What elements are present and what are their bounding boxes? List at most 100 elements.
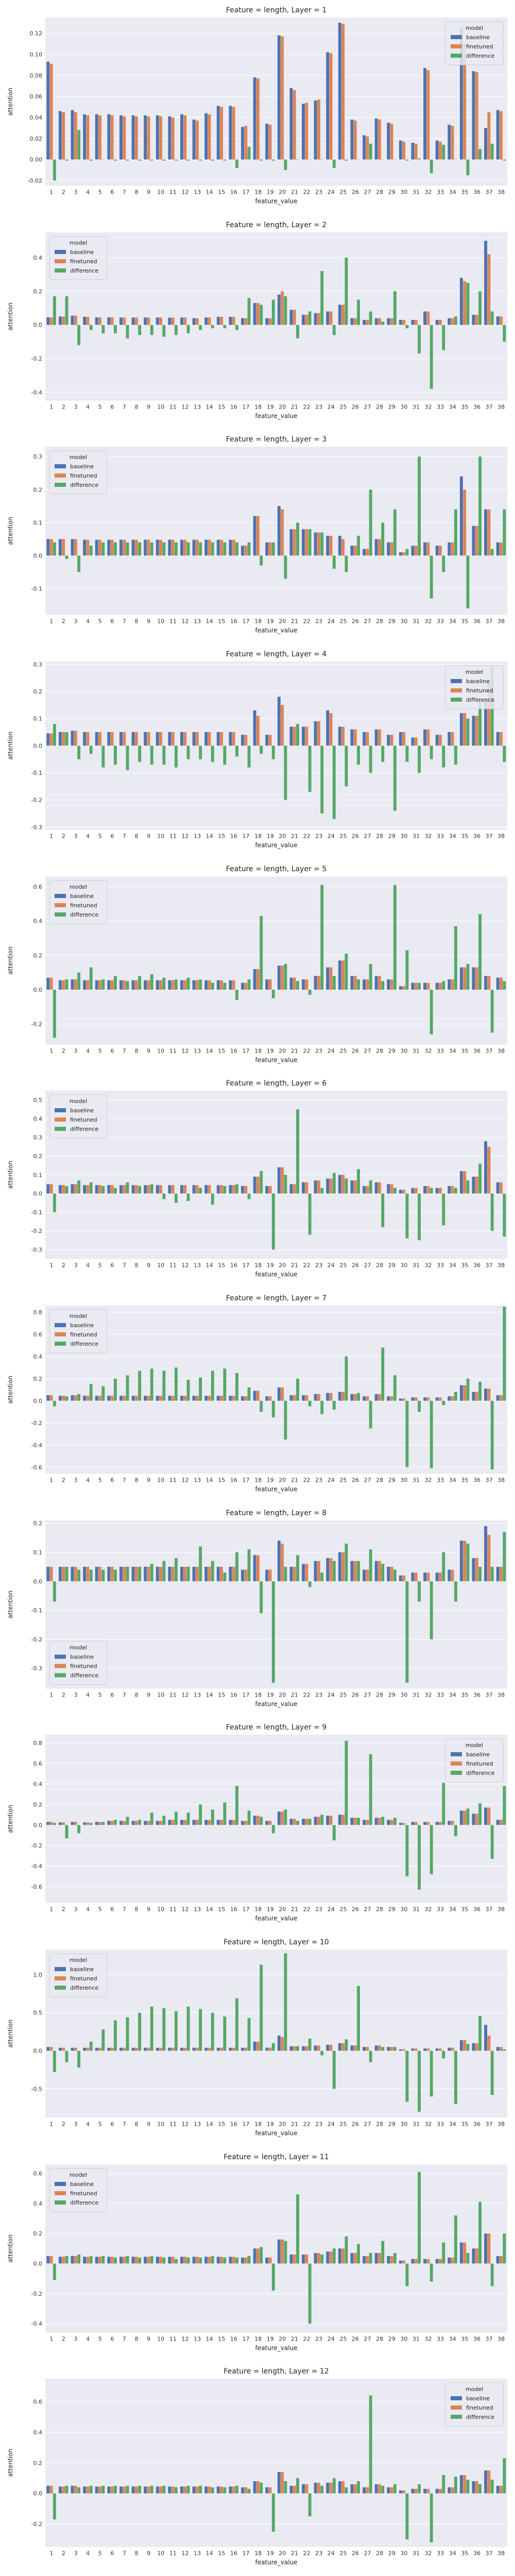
x-tick-label: 28 [376,189,383,196]
bar-finetuned-34 [451,126,454,160]
x-tick-label: 35 [461,2121,468,2128]
bar-finetuned-38 [500,1395,503,1401]
bar-difference-26 [357,745,360,765]
bar-baseline-27 [363,2256,366,2264]
bar-finetuned-24 [329,2483,333,2494]
bar-finetuned-14 [208,1396,211,1401]
bar-difference-1 [53,296,56,325]
x-tick-label: 32 [425,833,432,840]
x-tick-label: 15 [218,2550,225,2557]
bar-finetuned-20 [281,510,284,556]
bar-finetuned-14 [208,1185,211,1194]
x-tick-label: 5 [98,618,102,625]
bar-difference-6 [113,2020,117,2051]
x-tick-label: 13 [194,2335,201,2342]
x-tick-label: 35 [461,1906,468,1913]
legend-label-difference: difference [70,911,98,918]
bar-finetuned-37 [487,1534,491,1581]
x-tick-label: 34 [449,2550,456,2557]
bar-difference-22 [308,311,312,325]
x-tick-label: 37 [486,403,493,410]
bar-baseline-35 [459,1385,463,1401]
x-tick-label: 22 [303,403,311,410]
legend-swatch-baseline [55,1654,66,1659]
x-tick-label: 30 [400,2121,407,2128]
bar-baseline-32 [423,1397,427,1401]
x-tick-label: 36 [473,2121,480,2128]
bar-finetuned-22 [305,529,308,556]
x-tick-label: 27 [364,403,371,410]
chart-layer-9: -0.6-0.4-0.20.00.20.40.60.81 2 3 4 5 6 7 8 9 10 11… [7,1723,507,1922]
x-tick-label: 24 [328,189,335,196]
x-tick-label: 6 [110,1691,114,1698]
bar-finetuned-9 [147,2486,150,2494]
x-tick-label: 25 [339,618,347,625]
bar-finetuned-38 [500,1566,503,1581]
bar-difference-30 [405,325,409,328]
bar-baseline-20 [277,2036,281,2051]
bar-finetuned-6 [110,2486,114,2494]
bar-difference-36 [478,2484,482,2494]
chart-title: Feature = length, Layer = 12 [224,2367,329,2376]
x-tick-label: 33 [437,1906,444,1913]
y-tick-label: -0.1 [31,770,42,776]
bar-difference-27 [369,2050,372,2062]
x-tick-label: 19 [267,2550,274,2557]
bar-baseline-9 [144,115,147,160]
bar-difference-34 [454,745,457,765]
bar-difference-8 [138,1820,142,1825]
x-tick-label: 25 [339,1477,347,1484]
x-tick-label: 35 [461,618,468,625]
bar-difference-25 [345,159,348,161]
bar-baseline-4 [83,316,87,325]
bar-baseline-31 [411,2489,415,2494]
x-axis-label: feature_value [255,412,297,419]
bar-baseline-9 [144,1566,147,1581]
x-tick-label: 8 [135,2335,139,2342]
y-tick-label: -0.2 [31,797,42,804]
bar-difference-9 [150,745,153,765]
bar-baseline-12 [180,2486,183,2494]
x-tick-label: 16 [230,2121,237,2128]
bar-finetuned-31 [414,2048,418,2051]
bar-baseline-19 [265,2047,269,2051]
bar-baseline-7 [119,2257,123,2264]
bar-finetuned-14 [208,1820,211,1825]
bar-finetuned-10 [159,1185,162,1194]
bar-baseline-21 [289,1566,293,1581]
bar-baseline-14 [204,1396,208,1401]
y-tick-label: 0.2 [33,952,42,959]
bar-finetuned-31 [414,1188,418,1194]
x-tick-label: 12 [181,618,188,625]
bar-baseline-21 [289,1184,293,1194]
bar-baseline-33 [435,319,439,325]
x-tick-label: 15 [218,1477,225,1484]
x-tick-label: 19 [267,2335,274,2342]
bar-finetuned-3 [74,2486,77,2494]
bar-baseline-20 [277,2239,281,2264]
x-tick-label: 6 [110,833,114,840]
bar-finetuned-38 [500,2486,503,2494]
x-tick-label: 10 [157,1477,164,1484]
bar-difference-31 [418,982,421,990]
bar-finetuned-30 [402,1398,406,1401]
x-tick-label: 22 [303,1262,311,1269]
x-tick-label: 4 [86,1262,90,1269]
bar-difference-19 [271,989,275,998]
bar-baseline-8 [131,2047,135,2051]
y-tick-label: -0.2 [31,1228,42,1235]
bar-baseline-32 [423,311,427,325]
bar-difference-4 [89,1384,93,1401]
bar-difference-4 [89,546,93,556]
x-tick-label: 6 [110,1477,114,1484]
bar-finetuned-34 [451,1569,454,1581]
bar-difference-3 [77,2254,81,2264]
bar-finetuned-13 [195,1566,199,1581]
bar-difference-22 [308,529,312,556]
bar-finetuned-3 [74,2256,77,2264]
bar-finetuned-14 [208,317,211,325]
bar-baseline-32 [423,2489,427,2494]
legend-title: model [466,1742,483,1749]
legend-swatch-baseline [55,893,66,898]
x-tick-label: 25 [339,1262,347,1269]
